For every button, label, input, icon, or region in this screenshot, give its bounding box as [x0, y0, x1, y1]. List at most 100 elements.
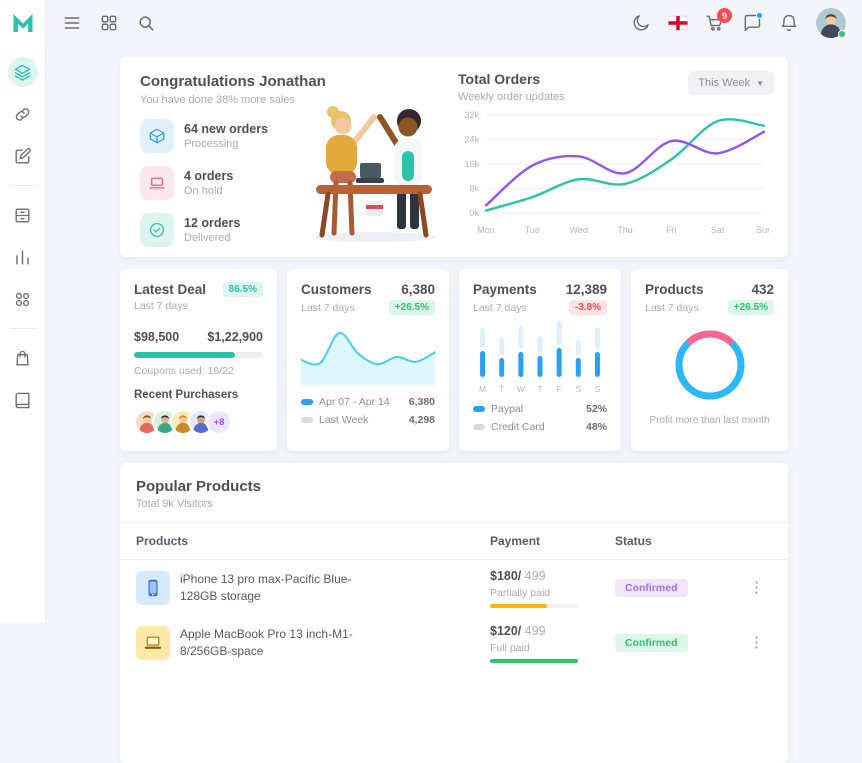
cart-icon[interactable]: 9 — [705, 8, 732, 33]
more-avatars-badge[interactable]: +8 — [206, 409, 232, 435]
payment-progress-fill — [490, 659, 578, 663]
app-logo[interactable] — [11, 11, 35, 35]
layers-icon — [13, 63, 32, 82]
legend-dot — [473, 424, 485, 430]
week-filter-dropdown[interactable]: This Week ▼ — [688, 71, 774, 95]
legend-value: 6,380 — [408, 396, 435, 408]
legend-label: Credit Card — [491, 421, 545, 433]
svg-text:S: S — [575, 384, 581, 394]
legend-value: 52% — [585, 403, 607, 415]
stat-value: 64 new orders — [184, 122, 269, 136]
sidebar-divider — [9, 328, 36, 329]
period-label: Last 7 days — [645, 301, 699, 314]
svg-text:T: T — [499, 384, 504, 394]
legend-value: 48% — [585, 421, 607, 433]
product-name: iPhone 13 pro max-Pacific Blue-128GB sto… — [180, 572, 352, 603]
coupons-used-label: Coupons used: 18/22 — [134, 365, 234, 377]
sidebar-item-widgets[interactable] — [8, 284, 38, 314]
legend-item: Paypal 52% — [473, 403, 607, 415]
payment-status-label: Full paid — [490, 642, 530, 654]
chat-icon[interactable] — [742, 12, 763, 33]
topbar: 9 — [46, 0, 862, 46]
svg-text:Tue: Tue — [525, 225, 540, 235]
amount-total: 499 — [521, 569, 546, 583]
svg-text:Mon: Mon — [477, 225, 495, 235]
sidebar-item-pages[interactable] — [8, 99, 38, 129]
popular-products-card: Popular Products Total 9k Visitors Produ… — [120, 463, 788, 763]
purchaser-avatars: +8 — [134, 409, 263, 435]
latest-deal-title: Latest Deal — [134, 282, 207, 297]
language-flag-icon[interactable] — [668, 13, 688, 33]
legend-label: Apr 07 - Apr 14 — [319, 396, 390, 408]
payment-status-label: Partially paid — [490, 587, 551, 599]
shopping-bag-icon — [13, 349, 32, 368]
topbar-right: 9 — [631, 8, 846, 38]
payments-title: Payments — [473, 282, 537, 297]
amount-total: 499 — [521, 624, 546, 638]
legend-label: Last Week — [319, 414, 369, 426]
total-orders-line-chart: 0k 8k 16k 24k 32k Mon Tue Wed Thu Fri Sat Sun — [464, 110, 770, 235]
check-circle-icon — [140, 213, 174, 247]
amount-paid: $180/ — [490, 569, 522, 583]
apps-icon[interactable] — [99, 13, 119, 33]
table-row: Apple MacBook Pro 13 inch-M1-8/256GB-spa… — [120, 615, 788, 670]
legend-dot — [473, 406, 485, 412]
sidebar-item-dashboard[interactable] — [7, 57, 38, 87]
stats-row: Latest Deal 86.5% Last 7 days $98,500 $1… — [120, 269, 788, 451]
sidebar-item-charts[interactable] — [8, 242, 38, 272]
team-illustration — [288, 93, 458, 251]
customers-card: Customers 6,380 Last 7 days +26.5% Apr 0… — [287, 269, 449, 451]
search-icon[interactable] — [136, 13, 156, 33]
legend-dot — [301, 417, 313, 423]
recent-purchasers-title: Recent Purchasers — [134, 389, 239, 401]
menu-icon[interactable] — [62, 13, 82, 33]
svg-text:F: F — [557, 384, 562, 394]
sidebar-item-academy[interactable] — [8, 385, 38, 415]
deal-amount-target: $1,22,900 — [207, 330, 263, 344]
stat-label: On hold — [184, 185, 223, 197]
status-badge: Confirmed — [615, 634, 688, 652]
bell-icon[interactable] — [779, 13, 799, 33]
row-menu-button[interactable]: ⋮ — [749, 579, 764, 596]
sidebar-item-cards[interactable] — [8, 200, 38, 230]
svg-text:32k: 32k — [464, 110, 479, 120]
svg-text:Fri: Fri — [666, 225, 677, 235]
svg-text:W: W — [517, 384, 525, 394]
products-value: 432 — [751, 282, 774, 297]
user-avatar[interactable] — [816, 8, 846, 38]
legend-dot — [301, 399, 313, 405]
total-orders-section: Total Orders Weekly order updates This W… — [458, 71, 774, 243]
row-menu-button[interactable]: ⋮ — [749, 634, 764, 651]
main-content: Congratulations Jonathan You have done 3… — [120, 57, 788, 763]
svg-text:Sat: Sat — [711, 225, 725, 235]
sidebar-item-editor[interactable] — [8, 141, 38, 171]
sidebar-divider — [9, 185, 36, 186]
column-header-products: Products — [136, 534, 189, 548]
payment-progress-bar — [490, 659, 578, 663]
products-caption: Profit more than last month — [649, 415, 770, 426]
chevron-down-icon: ▼ — [756, 78, 764, 88]
stat-value: 4 orders — [184, 169, 234, 183]
iphone-thumbnail — [136, 570, 170, 605]
orders-stat-delivered: 12 orders Delivered — [140, 213, 390, 247]
laptop-icon — [140, 166, 174, 200]
products-title: Products — [645, 282, 704, 297]
moon-icon[interactable] — [631, 13, 651, 33]
legend-item: Last Week 4,298 — [301, 414, 435, 426]
online-status-dot — [838, 30, 846, 38]
popular-products-title: Popular Products — [136, 478, 262, 495]
orders-stat-processing: 64 new orders Processing — [140, 119, 390, 153]
svg-text:8k: 8k — [469, 184, 479, 194]
deal-progress-bar — [134, 352, 263, 358]
column-header-status: Status — [615, 534, 652, 548]
payments-change-badge: -3.8% — [568, 300, 607, 315]
widgets-icon — [13, 290, 32, 309]
sidebar-item-ecommerce[interactable] — [8, 343, 38, 373]
latest-deal-card: Latest Deal 86.5% Last 7 days $98,500 $1… — [120, 269, 277, 451]
cart-badge: 9 — [717, 8, 732, 23]
table-row: iPhone 13 pro max-Pacific Blue-128GB sto… — [120, 560, 788, 615]
payments-value: 12,389 — [565, 282, 607, 297]
svg-text:24k: 24k — [464, 135, 479, 145]
table-header: Products Payment Status — [120, 522, 788, 560]
